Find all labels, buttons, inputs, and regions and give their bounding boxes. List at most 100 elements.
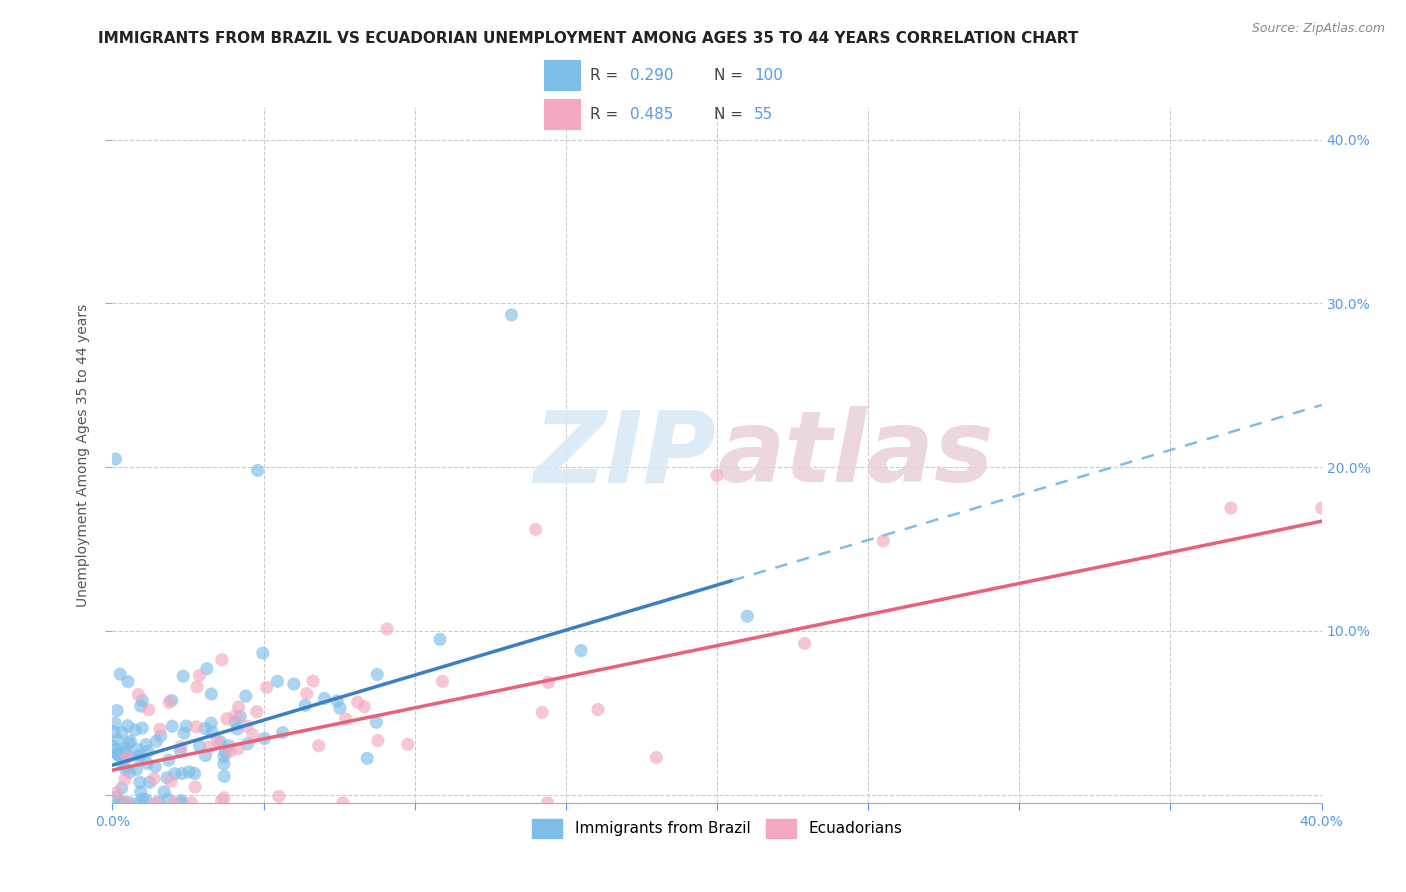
Point	[219, 744, 242, 758]
Point	[101, 739, 124, 754]
Point	[115, 796, 138, 810]
Point	[271, 725, 294, 739]
Text: 100: 100	[754, 68, 783, 83]
Point	[353, 699, 375, 714]
Point	[226, 722, 249, 736]
Point	[209, 735, 232, 749]
Point	[132, 792, 155, 806]
Point	[115, 750, 138, 764]
Point	[114, 741, 136, 756]
Point	[302, 673, 325, 688]
Point	[160, 774, 183, 789]
Text: 0.290: 0.290	[630, 68, 673, 83]
Point	[112, 796, 135, 810]
Text: 0.485: 0.485	[630, 107, 673, 122]
Point	[156, 771, 179, 785]
Point	[115, 747, 138, 762]
Point	[246, 705, 269, 719]
Point	[124, 723, 146, 737]
Point	[118, 736, 141, 750]
Text: 55: 55	[754, 107, 773, 122]
Point	[229, 709, 252, 723]
Point	[110, 667, 132, 681]
Point	[195, 662, 218, 676]
Point	[136, 756, 159, 771]
Point	[111, 725, 134, 739]
Point	[314, 691, 336, 706]
Point	[108, 794, 131, 808]
Point	[236, 719, 259, 733]
Point	[117, 674, 139, 689]
Point	[214, 745, 236, 759]
Point	[157, 753, 180, 767]
Point	[128, 796, 150, 810]
Point	[1310, 501, 1333, 516]
Point	[235, 689, 257, 703]
Point	[143, 772, 166, 786]
Point	[131, 721, 153, 735]
Point	[143, 759, 166, 773]
Point	[186, 720, 208, 734]
Point	[531, 706, 554, 720]
FancyBboxPatch shape	[544, 61, 581, 91]
Point	[128, 750, 150, 764]
Point	[107, 747, 129, 762]
Point	[173, 726, 195, 740]
Point	[170, 796, 193, 810]
Point	[107, 747, 129, 761]
Point	[326, 694, 349, 708]
Point	[346, 695, 368, 709]
Point	[200, 687, 222, 701]
Point	[366, 667, 388, 681]
Point	[252, 646, 274, 660]
Point	[215, 712, 238, 726]
Point	[111, 756, 134, 771]
Point	[183, 766, 205, 780]
Point	[118, 765, 141, 780]
Point	[375, 622, 398, 636]
Point	[432, 674, 454, 689]
Point	[105, 786, 128, 800]
Point	[706, 468, 728, 483]
Point	[186, 680, 208, 694]
Point	[135, 738, 157, 752]
Point	[214, 769, 236, 783]
Point	[198, 740, 221, 755]
Point	[149, 723, 172, 737]
Point	[536, 796, 558, 810]
Point	[224, 709, 246, 723]
Point	[256, 681, 278, 695]
Point	[537, 675, 560, 690]
Point	[170, 766, 193, 780]
Point	[127, 742, 149, 756]
Point	[224, 714, 246, 729]
Point	[308, 739, 330, 753]
Point	[145, 734, 167, 748]
Text: R =: R =	[591, 68, 623, 83]
Point	[129, 747, 152, 762]
Point	[104, 716, 127, 731]
Point	[162, 719, 184, 733]
Point	[128, 775, 150, 789]
Point	[104, 790, 127, 805]
Point	[569, 643, 592, 657]
Point	[211, 794, 233, 808]
Point	[211, 653, 233, 667]
Point	[793, 636, 815, 650]
Point	[112, 745, 135, 759]
Point	[524, 523, 547, 537]
Point	[194, 722, 217, 736]
Point	[294, 698, 316, 713]
Point	[170, 739, 193, 754]
Point	[129, 699, 152, 714]
Point	[160, 693, 183, 707]
Point	[179, 764, 201, 779]
Point	[188, 739, 211, 753]
Text: N =: N =	[714, 107, 748, 122]
FancyBboxPatch shape	[544, 99, 581, 130]
Point	[163, 796, 186, 810]
Point	[103, 724, 125, 739]
Point	[136, 744, 159, 758]
Point	[228, 700, 250, 714]
Point	[149, 729, 172, 743]
